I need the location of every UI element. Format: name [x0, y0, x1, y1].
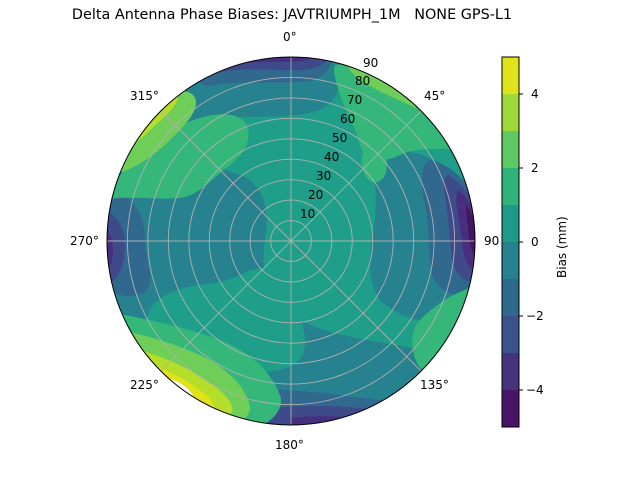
- theta-label-0: 0°: [283, 30, 297, 44]
- chart-title: Delta Antenna Phase Biases: JAVTRIUMPH_1…: [71, 7, 513, 23]
- theta-label-270: 270°: [70, 234, 99, 248]
- radial-label-30: 30: [316, 169, 332, 183]
- theta-label-135: 135°: [420, 378, 449, 392]
- colorbar-label: Bias (mm): [555, 216, 569, 278]
- theta-label-315: 315°: [130, 89, 159, 103]
- colorbar-tick-neg4: −4: [526, 383, 544, 397]
- colorbar-tick-neg2: −2: [526, 309, 544, 323]
- colorbar-tick-4: 4: [531, 87, 539, 101]
- radial-label-60: 60: [340, 112, 356, 126]
- radial-label-20: 20: [308, 188, 324, 202]
- colorbar-tick-0: 0: [531, 235, 539, 249]
- radial-label-10: 10: [300, 207, 316, 221]
- theta-label-90: 90: [484, 234, 500, 248]
- colorbar-tick-2: 2: [531, 161, 539, 175]
- radial-label-40: 40: [324, 150, 340, 164]
- radial-label-90: 90: [363, 56, 379, 70]
- radial-label-70: 70: [347, 93, 363, 107]
- polar-frame: [106, 56, 476, 426]
- theta-label-180: 180°: [275, 438, 304, 452]
- theta-label-225: 225°: [130, 378, 159, 392]
- theta-label-45: 45°: [424, 89, 446, 103]
- radial-label-50: 50: [332, 131, 348, 145]
- radial-label-80: 80: [355, 74, 371, 88]
- colorbar: [501, 56, 523, 428]
- radial-grid: [107, 57, 475, 425]
